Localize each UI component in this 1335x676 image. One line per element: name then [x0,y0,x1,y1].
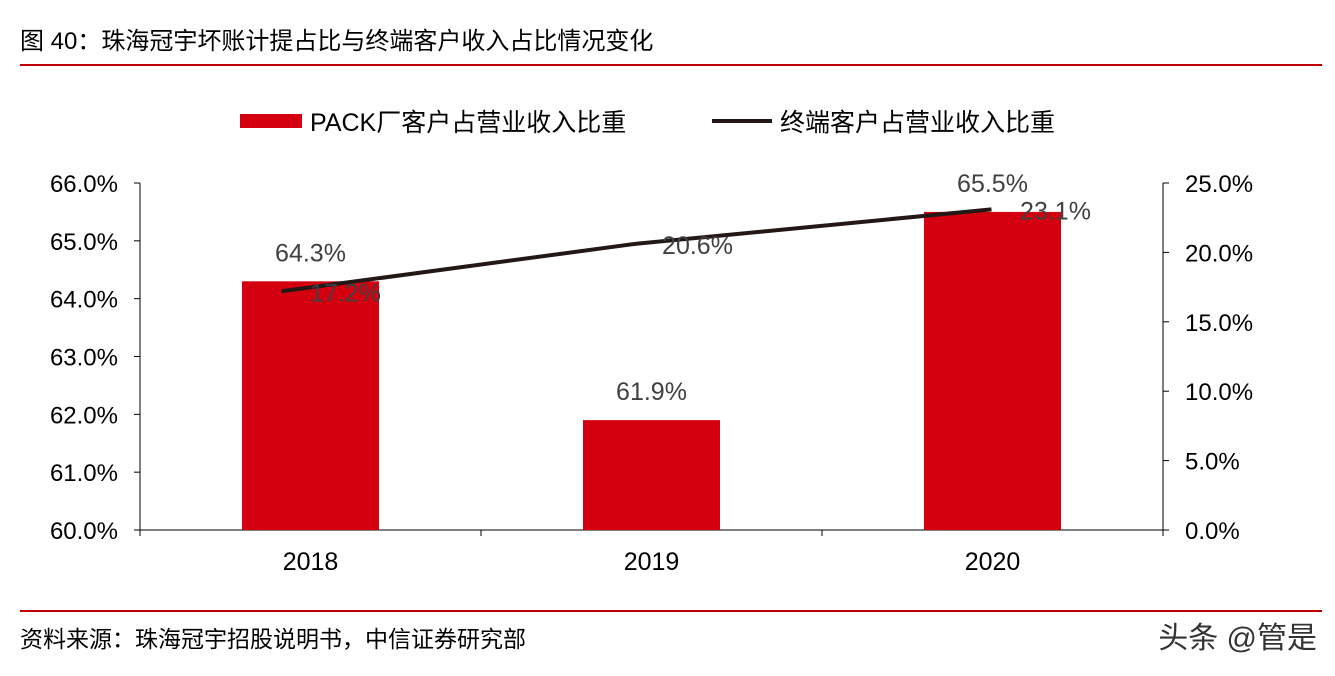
y-left-tick-label: 66.0% [50,171,118,198]
page-title: 图 40：珠海冠宇坏账计提占比与终端客户收入占比情况变化 [20,28,654,55]
y-left-tick-label: 65.0% [50,229,118,256]
bar [242,281,379,530]
legend: PACK厂客户占营业收入比重 终端客户占营业收入比重 [240,109,1055,137]
bar-series [242,211,1061,530]
x-tick-label: 2020 [965,548,1021,576]
legend-label-line: 终端客户占营业收入比重 [780,109,1055,137]
y-right-tick-label: 5.0% [1185,449,1240,476]
y-right-tick-label: 15.0% [1185,310,1253,337]
line-data-label: 23.1% [1020,197,1091,225]
series-line [281,207,992,294]
y-right-tick-label: 0.0% [1185,518,1240,545]
footer-divider [20,610,1322,612]
data-labels: 64.3% 61.9% 65.5% 17.2% 20.6% 23.1% [275,170,1091,406]
y-left-tick-label: 64.0% [50,287,118,314]
y-left-tick-label: 63.0% [50,345,118,372]
y-right-tick-label: 25.0% [1185,171,1253,198]
bar-data-label: 64.3% [275,239,346,267]
legend-label-bar: PACK厂客户占营业收入比重 [310,109,626,137]
legend-swatch-bar [240,114,302,128]
y-left-tick-label: 61.0% [50,460,118,487]
watermark: 头条 @管是 [1158,622,1317,655]
bar-data-label: 65.5% [957,170,1028,198]
y-left-tick-label: 62.0% [50,402,118,429]
y-left-tick-label: 60.0% [50,518,118,545]
y-right-tick-label: 10.0% [1185,379,1253,406]
bar [924,211,1061,530]
bar-data-label: 61.9% [616,378,687,406]
title-divider [20,64,1322,66]
axes: 60.0% 61.0% 62.0% 63.0% 64.0% 65.0% 66.0% 0.0% 5… [50,171,1253,576]
line-data-label: 17.2% [310,279,381,307]
x-tick-label: 2018 [283,548,339,576]
source-note: 资料来源：珠海冠宇招股说明书，中信证券研究部 [20,626,526,652]
y-right-tick-label: 20.0% [1185,240,1253,267]
line-data-label: 20.6% [662,232,733,260]
x-tick-label: 2019 [624,548,680,576]
bar [583,420,720,530]
line-series [281,207,992,294]
